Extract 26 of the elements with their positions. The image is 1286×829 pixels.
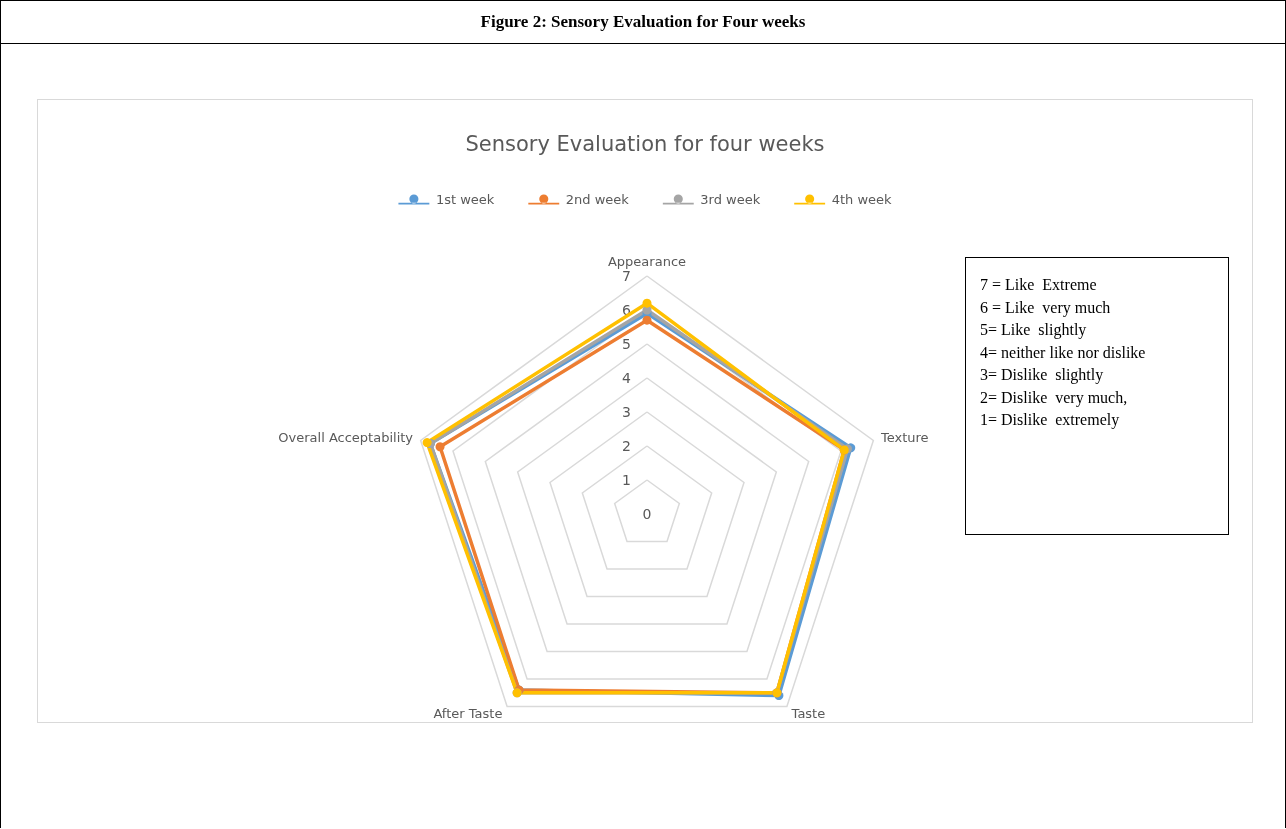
text: 2= Dislike very much,	[980, 387, 1129, 409]
chart-title: Figure 2: Sensory Evaluation for Four weeks	[1, 1, 1285, 44]
y-tick-label: 0	[642, 506, 652, 522]
spoke-label: After Taste	[433, 705, 503, 721]
spoke-label: Taste	[790, 705, 826, 721]
legend-label: 3rd week	[700, 192, 761, 207]
text: 6 = Like very much	[980, 297, 1112, 319]
spoke-label: Appearance	[607, 254, 687, 269]
text: 3= Dislike slightly	[980, 365, 1105, 386]
y-tick-label: 5	[622, 336, 631, 352]
spoke-label: Texture	[879, 430, 929, 446]
text: 5= Like slightly	[980, 320, 1088, 341]
spoke-label: Overall Acceptability	[278, 430, 414, 446]
y-tick-label: 7	[622, 268, 631, 284]
legend-label: 1st week	[435, 192, 495, 207]
chart-subtitle: Sensory Evaluation for four weeks	[465, 131, 825, 156]
y-tick-label: 6	[622, 302, 632, 318]
legend-label: 4th week	[831, 192, 893, 207]
y-tick-label: 2	[622, 438, 631, 454]
text: 7 = Like Extreme	[980, 275, 1098, 295]
legend-label: 2nd week	[565, 192, 630, 207]
y-tick-label: 1	[622, 472, 631, 488]
y-tick-label: 4	[622, 370, 632, 386]
text: 4= neither like nor dislike	[980, 342, 1147, 363]
text: 1= Dislike extremely	[980, 410, 1121, 431]
y-tick-label: 3	[622, 404, 631, 420]
